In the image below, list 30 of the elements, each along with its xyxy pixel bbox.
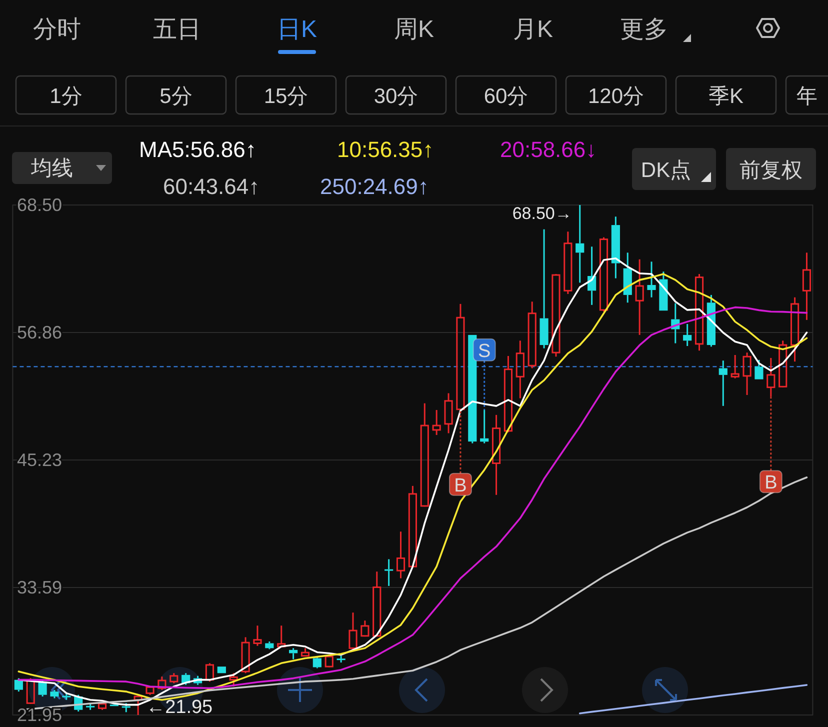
candlestick	[718, 360, 728, 407]
candlestick	[384, 558, 394, 587]
text: 10:56.35↑	[337, 137, 434, 162]
candlestick	[683, 323, 692, 347]
annotation: B	[764, 472, 778, 494]
annotation: ←21.95	[146, 697, 213, 718]
y-tick-label: 33.59	[17, 577, 62, 598]
annotation: S	[478, 340, 491, 362]
candlestick	[540, 228, 548, 350]
candlestick	[516, 340, 524, 400]
candlestick	[576, 204, 584, 284]
annotation: 68.50→	[512, 204, 572, 223]
y-tick-label: 68.50	[17, 195, 62, 215]
text: 250:24.69↑	[320, 174, 429, 199]
candlestick	[611, 216, 620, 280]
candlestick	[432, 409, 441, 436]
candlestick	[492, 414, 501, 496]
annotation: B	[454, 475, 467, 496]
candlestick	[635, 258, 644, 336]
y-tick-label: 56.86	[17, 322, 62, 343]
candlestick	[647, 260, 656, 298]
candlestick	[444, 392, 453, 434]
candlestick	[623, 252, 632, 304]
candlestick	[289, 647, 298, 660]
text: MA5:56.86↑	[139, 137, 256, 162]
candlestick	[802, 252, 812, 321]
y-tick-label: 21.95	[17, 705, 62, 725]
text: 20:58.66↓	[500, 137, 597, 162]
y-tick-label: 45.23	[17, 450, 62, 470]
candlestick	[396, 530, 406, 580]
